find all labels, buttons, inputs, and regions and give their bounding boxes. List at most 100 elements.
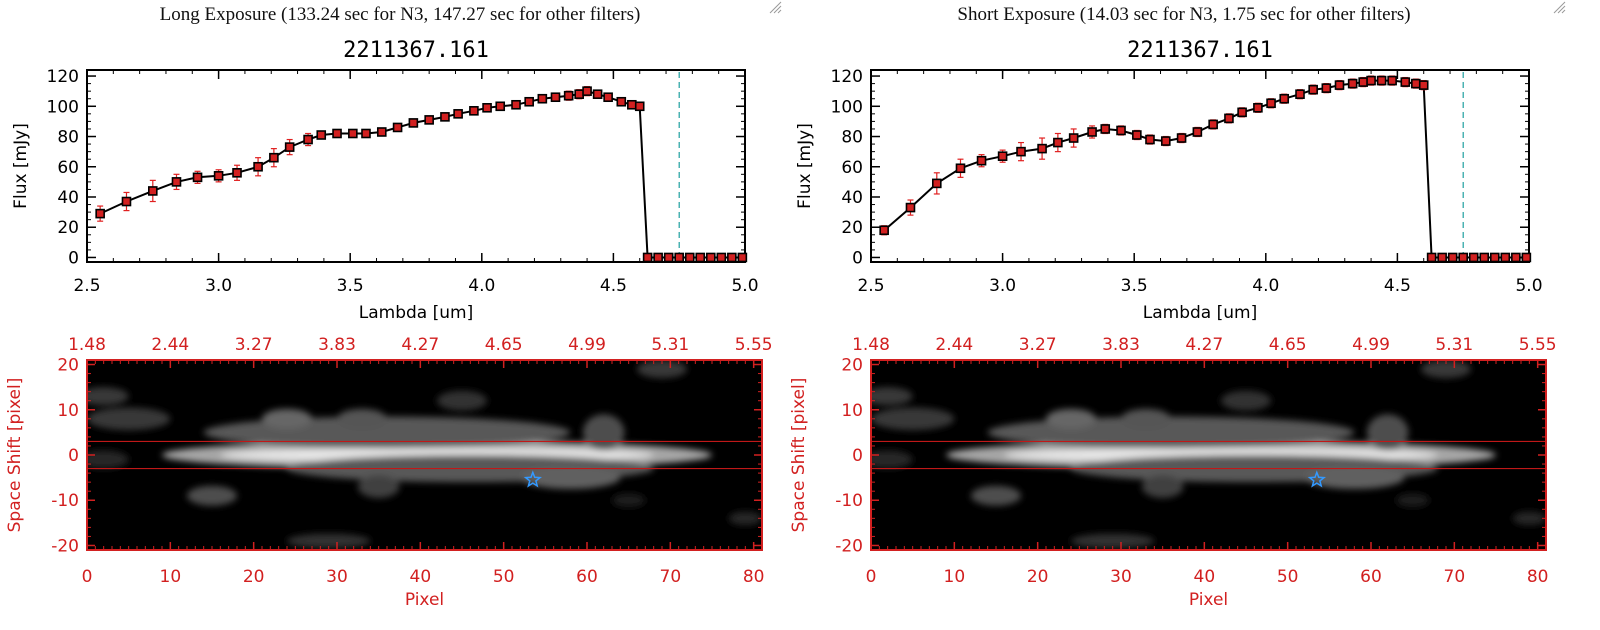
pixel-tick-label: 60 xyxy=(1360,567,1382,587)
emission-blob xyxy=(1221,390,1271,411)
star-marker-icon xyxy=(1307,470,1326,488)
chart-title: 2211367.161 xyxy=(343,38,489,63)
emission-blob xyxy=(1421,360,1471,379)
wavelength-tick-label: 4.65 xyxy=(1269,335,1307,355)
data-point xyxy=(1426,252,1437,263)
resize-grip-icon[interactable] xyxy=(1552,0,1566,14)
x-tick-label: 3.5 xyxy=(337,276,364,296)
data-point xyxy=(574,89,584,99)
chart-title: 2211367.161 xyxy=(1127,38,1273,63)
shift-tick-label: 0 xyxy=(68,446,79,466)
emission-blob xyxy=(1396,493,1430,508)
shift-tick-label: 10 xyxy=(841,401,863,421)
data-point xyxy=(1068,133,1079,143)
data-point xyxy=(424,115,434,125)
x-tick-label: 3.0 xyxy=(989,276,1016,296)
data-point xyxy=(1458,252,1469,263)
data-point xyxy=(192,172,203,183)
emission-blob xyxy=(612,493,646,508)
pixel-tick-label: 10 xyxy=(160,567,182,587)
emission-blob xyxy=(203,416,571,449)
emission-blob xyxy=(1512,511,1546,526)
data-point xyxy=(737,252,748,263)
wavelength-tick-label: 4.99 xyxy=(568,335,606,355)
data-point xyxy=(408,118,419,128)
wavelength-tick-label: 2.44 xyxy=(151,335,189,355)
data-point xyxy=(616,96,627,107)
data-point xyxy=(1192,127,1203,137)
spectrum-line xyxy=(99,90,743,259)
y-tick-label: 120 xyxy=(47,67,79,87)
pixel-axis-label: Pixel xyxy=(405,590,444,610)
y-axis-label: Flux [mJy] xyxy=(11,123,31,209)
emission-blob xyxy=(1071,533,1155,549)
emission-blob xyxy=(1366,414,1409,451)
x-tick-label: 4.5 xyxy=(600,276,627,296)
plot-frame xyxy=(86,69,746,263)
data-point xyxy=(1208,119,1218,130)
pixel-tick-label: 70 xyxy=(1444,567,1466,587)
data-point xyxy=(1418,80,1429,90)
emission-blob xyxy=(871,450,913,469)
data-point xyxy=(392,122,403,133)
data-point xyxy=(1087,127,1097,137)
shift-tick-label: -20 xyxy=(835,536,863,556)
data-point xyxy=(348,128,358,139)
data-point xyxy=(511,99,521,110)
data-point xyxy=(716,252,727,263)
data-point xyxy=(1037,143,1047,154)
data-point xyxy=(269,152,279,163)
data-point xyxy=(1321,83,1332,93)
data-point xyxy=(332,128,342,139)
emission-blob xyxy=(1304,466,1405,489)
data-point xyxy=(1295,89,1305,99)
wavelength-tick-label: 3.27 xyxy=(235,335,273,355)
pixel-tick-label: 10 xyxy=(944,567,966,587)
data-point xyxy=(376,127,387,137)
data-point xyxy=(232,168,242,178)
emission-blob xyxy=(520,466,621,489)
data-point xyxy=(1237,107,1247,118)
pixel-tick-label: 30 xyxy=(326,567,348,587)
data-point xyxy=(642,252,653,263)
y-tick-label: 100 xyxy=(47,97,79,117)
data-point xyxy=(1132,130,1142,140)
pixel-tick-label: 30 xyxy=(1110,567,1132,587)
emission-blob xyxy=(728,511,762,526)
exposure-title: Long Exposure (133.24 sec for N3, 147.27… xyxy=(159,4,641,25)
data-point xyxy=(653,252,663,263)
data-point xyxy=(905,202,916,213)
emission-blob xyxy=(987,416,1355,449)
data-point xyxy=(1479,252,1490,263)
shift-axis-label: Space Shift [pixel] xyxy=(789,378,809,533)
data-point xyxy=(148,186,158,196)
data-point xyxy=(1347,78,1358,89)
pixel-axis-label: Pixel xyxy=(1189,590,1228,610)
data-point xyxy=(1266,98,1276,109)
data-point xyxy=(695,252,706,263)
data-point xyxy=(684,252,695,263)
wavelength-tick-label: 3.83 xyxy=(318,335,356,355)
data-point xyxy=(1224,113,1234,124)
data-point xyxy=(95,208,105,219)
wavelength-tick-label: 5.31 xyxy=(1435,335,1473,355)
spectrum-line xyxy=(883,79,1527,259)
shift-axis-label: Space Shift [pixel] xyxy=(5,378,25,533)
emission-blob xyxy=(1046,408,1096,429)
shift-tick-label: 20 xyxy=(57,356,79,376)
x-tick-label: 5.0 xyxy=(1515,276,1542,296)
pixel-tick-label: 50 xyxy=(493,567,515,587)
spectrum-figure: 2211367.161 2.5 3.0 3.5 4.0 4.5 5.0 0 20 40 60 80 10… xyxy=(5,38,773,610)
emission-blob xyxy=(337,408,387,429)
resize-grip-icon[interactable] xyxy=(768,0,782,14)
wavelength-tick-label: 4.27 xyxy=(1185,335,1223,355)
data-point xyxy=(1358,77,1368,87)
pixel-tick-label: 50 xyxy=(1277,567,1299,587)
y-tick-label: 40 xyxy=(841,188,863,208)
y-axis-label: Flux [mJy] xyxy=(795,123,815,209)
emission-blob xyxy=(262,408,312,429)
pixel-tick-label: 40 xyxy=(410,567,432,587)
data-point xyxy=(1400,77,1411,87)
data-point xyxy=(303,134,313,145)
x-tick-label: 4.0 xyxy=(1252,276,1279,296)
